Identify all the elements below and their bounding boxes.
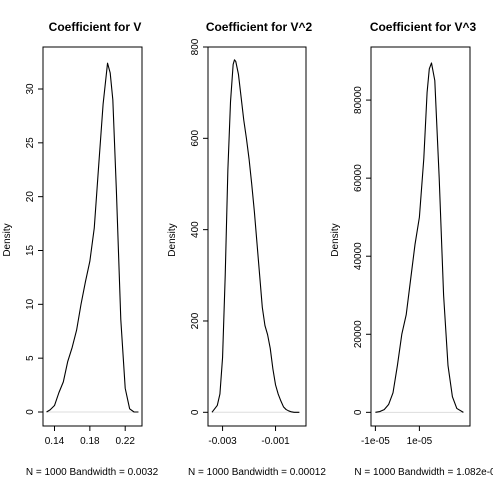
x-tick-label: 0.18	[80, 436, 100, 447]
x-tick-label: -1e-05	[361, 436, 390, 447]
y-tick-label: 40000	[353, 242, 364, 270]
y-tick-label: 5	[25, 355, 36, 361]
plot-frame	[207, 46, 307, 427]
panel-title: Coefficient for V^2	[206, 20, 313, 34]
density-curve	[46, 62, 139, 413]
y-tick-label: 800	[190, 38, 201, 55]
y-axis-label: Density	[167, 223, 178, 256]
panel-coefficient-v: Coefficient for V Density N = 1000 Bandw…	[2, 20, 159, 478]
y-tick-label: 20	[25, 191, 36, 203]
x-tick-label: 0.14	[45, 436, 65, 447]
plot-frame	[370, 46, 471, 427]
y-axis-label: Density	[2, 223, 13, 256]
x-tick-label: -0.001	[261, 436, 290, 447]
x-tick-label: -0.003	[208, 436, 237, 447]
panel-title: Coefficient for V^3	[370, 20, 477, 34]
y-tick-label: 0	[353, 409, 364, 415]
density-curve	[211, 59, 300, 413]
plot-frame	[42, 46, 143, 427]
y-tick-label: 15	[25, 244, 36, 256]
y-axis-label: Density	[330, 223, 341, 256]
x-axis-label: N = 1000 Bandwidth = 0.0032	[26, 467, 159, 478]
y-tick-label: 200	[190, 312, 201, 329]
y-tick-label: 20000	[353, 320, 364, 348]
y-tick-label: 0	[190, 409, 201, 415]
y-tick-label: 600	[190, 130, 201, 147]
density-curve	[375, 62, 464, 413]
x-tick-label: 0.22	[115, 436, 135, 447]
y-tick-label: 400	[190, 221, 201, 238]
y-tick-label: 60000	[353, 164, 364, 192]
y-tick-label: 30	[25, 83, 36, 95]
y-tick-label: 0	[25, 409, 36, 415]
panel-title: Coefficient for V	[49, 20, 142, 34]
x-axis-label: N = 1000 Bandwidth = 0.00012	[188, 467, 326, 478]
x-axis-label: N = 1000 Bandwidth = 1.082e-0	[354, 467, 493, 478]
y-tick-label: 10	[25, 298, 36, 310]
panel-coefficient-v-squared: Coefficient for V^2 Density N = 1000 Ban…	[167, 20, 326, 478]
y-tick-label: 25	[25, 137, 36, 149]
x-tick-label: 1e-05	[407, 436, 433, 447]
y-tick-label: 80000	[353, 86, 364, 114]
panel-coefficient-v-cubed: Coefficient for V^3 Density N = 1000 Ban…	[330, 20, 493, 478]
